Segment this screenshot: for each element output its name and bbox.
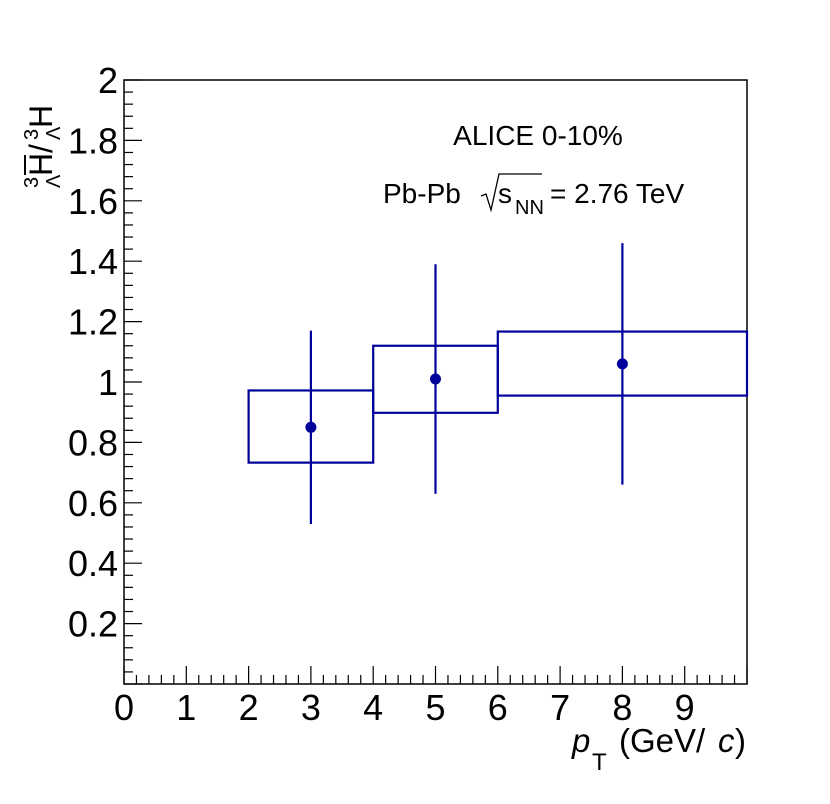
y-title-sup1: 3 — [21, 177, 43, 188]
energy-value: = 2.76 TeV — [550, 178, 684, 209]
data-point — [430, 373, 441, 385]
y-tick-label: 1 — [98, 362, 118, 403]
energy-label: Pb-Pb s NN = 2.76 TeV — [383, 173, 684, 219]
x-title-sub: T — [592, 749, 607, 776]
data-markers — [305, 358, 628, 433]
x-axis-title: p T (GeV/ c ) — [571, 722, 746, 776]
x-tick-label: 3 — [301, 687, 321, 728]
y-tick-label: 0.8 — [68, 422, 118, 463]
y-tick-label: 1.8 — [68, 120, 118, 161]
x-tick-label: 0 — [114, 687, 134, 728]
x-tick-label: 5 — [425, 687, 445, 728]
y-tick-label: 0.6 — [68, 483, 118, 524]
y-title-sub1: Λ — [43, 174, 65, 188]
y-title-H2: H — [23, 105, 59, 128]
y-tick-label: 1.4 — [68, 241, 118, 282]
sqrt-sign — [480, 173, 542, 213]
y-tick-label: 0.4 — [68, 543, 118, 584]
x-tick-label: 8 — [612, 687, 632, 728]
y-tick-label: 0.2 — [68, 604, 118, 645]
energy-s: s — [498, 178, 512, 209]
data-point — [616, 358, 628, 370]
data-point — [305, 421, 317, 433]
y-title-slash: / — [23, 144, 59, 153]
x-tick-label: 2 — [239, 687, 259, 728]
x-tick-label: 7 — [550, 687, 570, 728]
system-label: Pb-Pb — [383, 178, 461, 209]
experiment-label: ALICE 0-10% — [453, 120, 623, 151]
y-title-sub2: Λ — [43, 126, 65, 140]
y-tick-labels: 0.2 0.4 0.6 0.8 1 1.2 1.4 1.6 1.8 2 — [68, 60, 118, 645]
y-axis-title: 3 Λ H / 3 Λ H — [21, 105, 65, 188]
x-title-p: p — [571, 722, 590, 759]
y-tick-label: 1.2 — [68, 302, 118, 343]
y-title-H1: H — [23, 153, 59, 176]
y-title-sup2: 3 — [21, 129, 43, 140]
axis-ticks — [123, 79, 748, 685]
x-tick-label: 1 — [176, 687, 196, 728]
x-tick-label: 9 — [675, 687, 695, 728]
x-title-close: ) — [735, 722, 746, 759]
x-tick-labels: 0 1 2 3 4 5 6 7 8 9 — [114, 687, 695, 728]
y-tick-label: 2 — [98, 60, 118, 101]
systematic-boxes — [247, 330, 749, 464]
x-tick-label: 4 — [363, 687, 383, 728]
error-bars — [309, 243, 624, 524]
x-title-units: (GeV/ — [619, 722, 706, 759]
x-tick-label: 6 — [488, 687, 508, 728]
x-title-c: c — [718, 722, 735, 759]
y-tick-label: 1.6 — [68, 181, 118, 222]
energy-subscript: NN — [515, 197, 544, 219]
